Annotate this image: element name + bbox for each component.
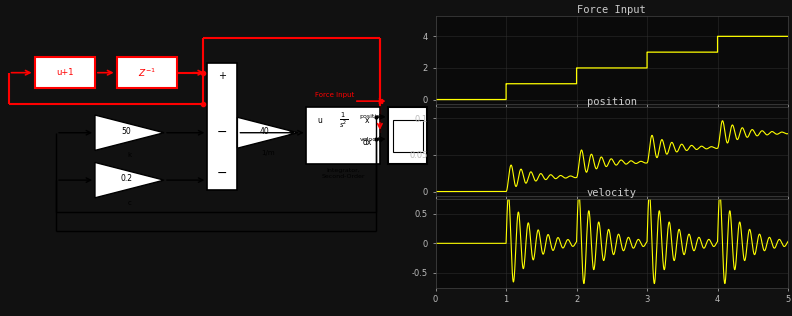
Title: velocity: velocity bbox=[587, 188, 637, 198]
Title: position: position bbox=[587, 97, 637, 107]
Polygon shape bbox=[95, 162, 164, 198]
Bar bbox=[116, 57, 177, 88]
Text: $Z^{-1}$: $Z^{-1}$ bbox=[138, 66, 156, 79]
Text: u: u bbox=[317, 116, 322, 125]
Text: 1/m: 1/m bbox=[261, 150, 275, 155]
Text: −: − bbox=[217, 126, 227, 139]
Text: Force Input: Force Input bbox=[314, 92, 354, 98]
Bar bbox=[35, 57, 95, 88]
Title: Force Input: Force Input bbox=[577, 5, 646, 15]
Text: x: x bbox=[364, 116, 369, 125]
Text: +: + bbox=[219, 71, 227, 81]
Text: position: position bbox=[359, 114, 384, 119]
Text: $\frac{1}{s^2}$: $\frac{1}{s^2}$ bbox=[338, 110, 348, 130]
Bar bbox=[393, 120, 423, 152]
Text: Integrator,: Integrator, bbox=[326, 168, 360, 173]
Bar bbox=[208, 63, 238, 190]
Polygon shape bbox=[95, 115, 164, 150]
Text: 0.2: 0.2 bbox=[120, 174, 132, 183]
Polygon shape bbox=[238, 117, 298, 148]
Text: 40: 40 bbox=[260, 127, 269, 136]
Text: velocity: velocity bbox=[360, 137, 384, 142]
Text: 50: 50 bbox=[121, 127, 131, 136]
Text: dx: dx bbox=[362, 138, 371, 147]
Text: −: − bbox=[217, 167, 227, 180]
Bar bbox=[389, 107, 428, 164]
Text: u+1: u+1 bbox=[56, 68, 74, 77]
Bar bbox=[307, 107, 380, 164]
Text: k: k bbox=[128, 153, 131, 158]
Text: Second-Order: Second-Order bbox=[322, 174, 365, 179]
Text: c: c bbox=[128, 200, 131, 206]
